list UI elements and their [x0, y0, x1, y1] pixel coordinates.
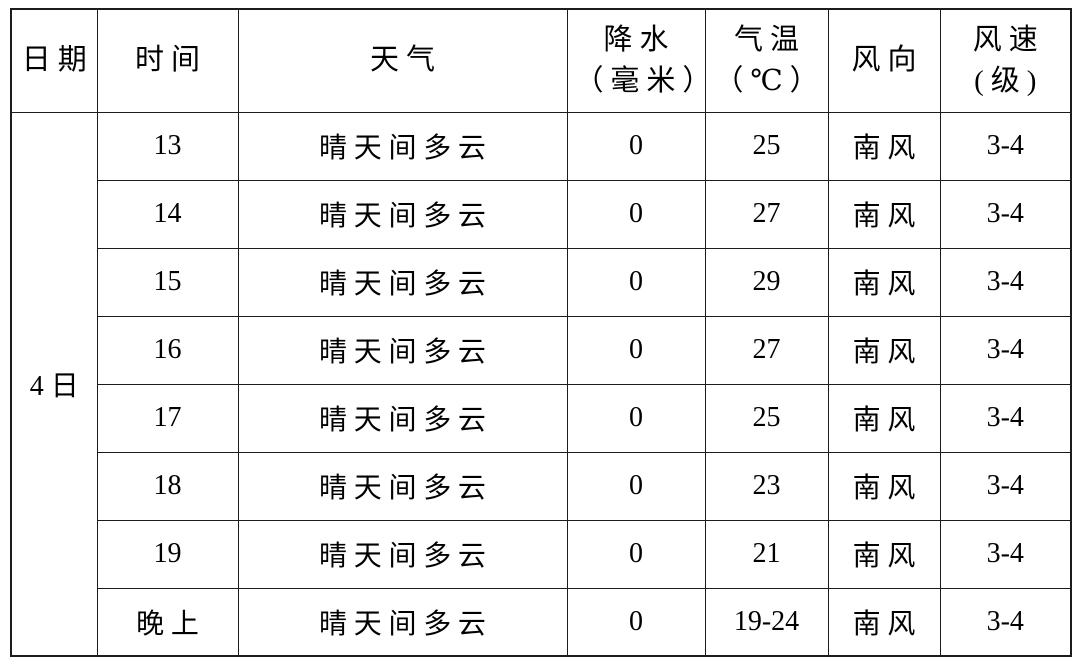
cell-time: 19	[96, 519, 239, 589]
table-row: 19 晴天间多云 0 21 南风 3-4	[11, 519, 1072, 589]
cell-wind-direction: 南风	[827, 111, 941, 181]
cell-temperature: 19-24	[704, 587, 829, 657]
cell-time: 15	[96, 247, 239, 317]
cell-temperature: 25	[704, 383, 829, 453]
cell-temperature: 25	[704, 111, 829, 181]
cell-weather: 晴天间多云	[237, 383, 568, 453]
cell-precipitation: 0	[566, 111, 706, 181]
table-row: 14 晴天间多云 0 27 南风 3-4	[11, 179, 1072, 249]
weather-table: 日期 时间 天气 降水 （毫米） 气温 （℃） 风向 风速 (级)	[10, 8, 1072, 657]
table-row: 4 日 13 晴天间多云 0 25 南风 3-4	[10, 111, 1072, 657]
table-row: 17 晴天间多云 0 25 南风 3-4	[11, 383, 1072, 453]
table-header: 日期 时间 天气 降水 （毫米） 气温 （℃） 风向 风速 (级)	[10, 8, 1072, 113]
cell-wind-direction: 南风	[827, 179, 941, 249]
cell-weather: 晴天间多云	[237, 451, 568, 521]
cell-temperature: 27	[704, 315, 829, 385]
cell-wind-speed: 3-4	[939, 247, 1072, 317]
header-precipitation-line1: 降水	[603, 23, 676, 56]
cell-precipitation: 0	[566, 247, 706, 317]
header-wind-speed-line1: 风速	[972, 23, 1045, 56]
header-date: 日期	[10, 8, 98, 113]
cell-precipitation: 0	[566, 179, 706, 249]
cell-wind-speed: 3-4	[939, 451, 1072, 521]
cell-wind-speed: 3-4	[939, 383, 1072, 453]
cell-weather: 晴天间多云	[237, 179, 568, 249]
header-temperature: 气温 （℃）	[704, 8, 829, 113]
cell-precipitation: 0	[566, 519, 706, 589]
cell-weather: 晴天间多云	[237, 111, 568, 181]
cell-wind-speed: 3-4	[939, 111, 1072, 181]
table-body: 4 日 13 晴天间多云 0 25 南风 3-4 14 晴天间多云 0 27 南…	[10, 111, 1072, 657]
header-weather: 天气	[237, 8, 568, 113]
table-row: 15 晴天间多云 0 29 南风 3-4	[11, 247, 1072, 317]
cell-wind-direction: 南风	[827, 519, 941, 589]
cell-weather: 晴天间多云	[237, 315, 568, 385]
cell-date: 4 日	[10, 111, 98, 657]
cell-wind-speed: 3-4	[939, 587, 1072, 657]
cell-precipitation: 0	[566, 451, 706, 521]
header-row: 日期 时间 天气 降水 （毫米） 气温 （℃） 风向 风速 (级)	[10, 8, 1072, 113]
table-row: 18 晴天间多云 0 23 南风 3-4	[11, 451, 1072, 521]
cell-time: 16	[96, 315, 239, 385]
header-temperature-line2: （℃）	[714, 64, 826, 97]
cell-wind-direction: 南风	[827, 247, 941, 317]
cell-temperature: 27	[704, 179, 829, 249]
header-wind-speed-line2: (级)	[974, 64, 1044, 97]
header-wind-speed: 风速 (级)	[939, 8, 1072, 113]
header-wind-direction: 风向	[827, 8, 941, 113]
cell-weather: 晴天间多云	[237, 247, 568, 317]
cell-time: 18	[96, 451, 239, 521]
cell-weather: 晴天间多云	[237, 587, 568, 657]
cell-wind-direction: 南风	[827, 315, 941, 385]
cell-wind-speed: 3-4	[939, 179, 1072, 249]
cell-wind-direction: 南风	[827, 587, 941, 657]
cell-wind-direction: 南风	[827, 383, 941, 453]
header-time: 时间	[96, 8, 239, 113]
cell-time: 13	[96, 111, 239, 181]
cell-wind-direction: 南风	[827, 451, 941, 521]
cell-time: 14	[96, 179, 239, 249]
cell-precipitation: 0	[566, 383, 706, 453]
cell-time: 晚上	[96, 587, 239, 657]
cell-wind-speed: 3-4	[939, 519, 1072, 589]
cell-time: 17	[96, 383, 239, 453]
cell-precipitation: 0	[566, 587, 706, 657]
header-precipitation: 降水 （毫米）	[566, 8, 719, 113]
cell-weather: 晴天间多云	[237, 519, 568, 589]
table-row: 晚上 晴天间多云 0 19-24 南风 3-4	[11, 587, 1072, 657]
cell-precipitation: 0	[566, 315, 706, 385]
cell-wind-speed: 3-4	[939, 315, 1072, 385]
header-precipitation-line2: （毫米）	[574, 64, 719, 97]
cell-temperature: 29	[704, 247, 829, 317]
header-temperature-line1: 气温	[734, 23, 806, 56]
cell-temperature: 23	[704, 451, 829, 521]
cell-temperature: 21	[704, 519, 829, 589]
table-row: 16 晴天间多云 0 27 南风 3-4	[11, 315, 1072, 385]
